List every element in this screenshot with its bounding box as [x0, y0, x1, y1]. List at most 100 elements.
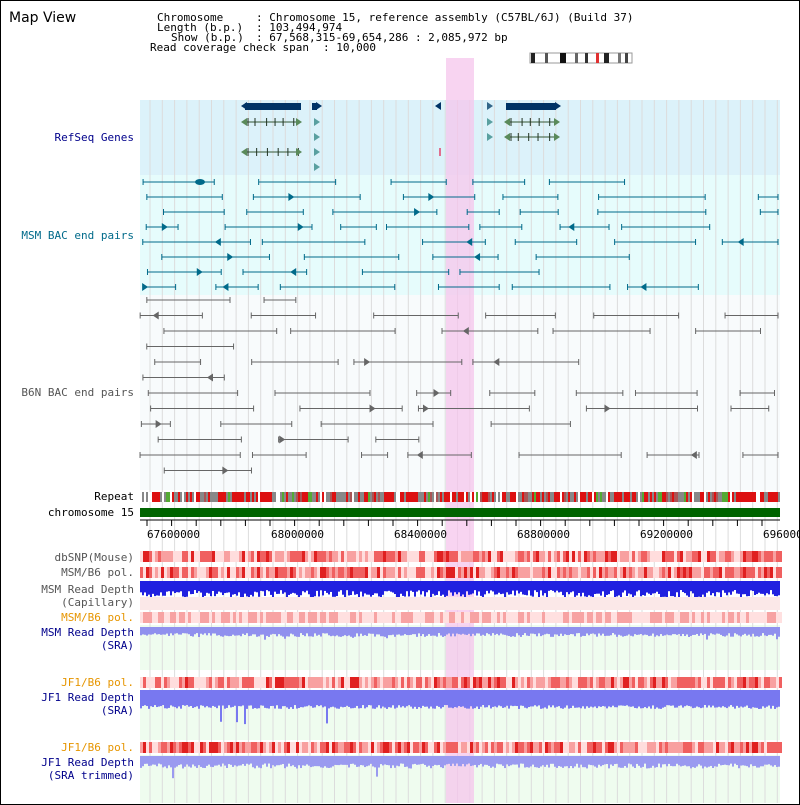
read-depth-bar [364, 690, 366, 709]
read-depth-bar [748, 690, 750, 708]
read-depth-bar [146, 581, 148, 597]
polymorphism-cell [734, 677, 737, 688]
read-depth-bar [438, 581, 440, 592]
track-label-msm-b6-pol-2[interactable]: MSM/B6 pol. [61, 611, 134, 624]
track-label-repeat[interactable]: Repeat [94, 490, 134, 503]
read-depth-bar [372, 690, 374, 709]
read-depth-bar [596, 690, 598, 709]
polymorphism-cell [479, 677, 482, 688]
read-depth-bar [254, 690, 256, 709]
polymorphism-cell [749, 742, 752, 753]
read-depth-bar [638, 756, 640, 766]
track-label-msm-depth-sra[interactable]: MSM Read Depth [41, 626, 134, 639]
polymorphism-cell [242, 551, 245, 562]
polymorphism-cell [269, 612, 272, 623]
polymorphism-cell [689, 677, 692, 688]
read-depth-bar [488, 581, 490, 594]
read-depth-bar [482, 627, 484, 635]
polymorphism-cell [554, 742, 557, 753]
polymorphism-cell [287, 567, 290, 578]
repeat-segment [350, 492, 352, 502]
track-label-b6n-bac[interactable]: B6N BAC end pairs [21, 386, 134, 399]
read-depth-bar [464, 756, 466, 767]
polymorphism-cell [578, 742, 581, 753]
read-depth-bar [322, 581, 324, 596]
polymorphism-cell [572, 551, 575, 562]
polymorphism-cell [572, 677, 575, 688]
track-label-chromosome[interactable]: chromosome 15 [47, 506, 134, 519]
read-depth-bar [598, 756, 600, 765]
read-depth-bar [722, 627, 724, 637]
polymorphism-cell [539, 551, 542, 562]
track-label-msm-bac[interactable]: MSM BAC end pairs [21, 229, 134, 242]
read-depth-bar [142, 581, 144, 596]
read-depth-bar [396, 581, 398, 598]
track-label-msm-depth-capillary[interactable]: MSM Read Depth [41, 583, 134, 596]
read-depth-bar [372, 756, 374, 767]
polymorphism-cell [659, 612, 662, 623]
read-depth-bar [566, 627, 568, 636]
polymorphism-cell [503, 551, 506, 562]
repeat-segment [508, 492, 510, 502]
polymorphism-cell [677, 567, 680, 578]
polymorphism-cell [536, 551, 539, 562]
repeat-segment [402, 492, 404, 502]
read-depth-bar [314, 690, 316, 708]
polymorphism-cell [263, 742, 266, 753]
gene-arrow [314, 118, 320, 126]
bac-end-arrow [161, 223, 168, 231]
read-depth-bar [594, 756, 596, 767]
track-label-jf1-depth-trimmed[interactable]: JF1 Read Depth [41, 756, 134, 769]
polymorphism-cell [635, 551, 638, 562]
polymorphism-cell [224, 612, 227, 623]
read-depth-bar [394, 581, 396, 595]
read-depth-bar [652, 756, 654, 766]
track-label-jf1-b6-pol-1[interactable]: JF1/B6 pol. [61, 676, 134, 689]
read-depth-bar [302, 756, 304, 766]
read-depth-bar [270, 690, 272, 707]
polymorphism-cell [740, 742, 743, 753]
read-depth-bar [364, 756, 366, 768]
polymorphism-cell [548, 551, 551, 562]
read-depth-bar [778, 690, 780, 707]
track-label-jf1-b6-pol-2[interactable]: JF1/B6 pol. [61, 741, 134, 754]
polymorphism-cell [362, 677, 365, 688]
polymorphism-cell [470, 551, 473, 562]
polymorphism-cell [386, 677, 389, 688]
read-depth-bar [654, 690, 656, 709]
polymorphism-cell [182, 677, 185, 688]
polymorphism-cell [644, 677, 647, 688]
read-depth-bar [658, 627, 660, 637]
track-label-msm-b6-pol-1[interactable]: MSM/B6 pol. [61, 566, 134, 579]
read-depth-bar [748, 581, 750, 597]
read-depth-bar [182, 690, 184, 706]
read-depth-bar [344, 690, 346, 707]
polymorphism-cell [617, 742, 620, 753]
polymorphism-cell [524, 742, 527, 753]
ideogram [530, 53, 632, 63]
polymorphism-cell [716, 742, 719, 753]
polymorphism-cell [491, 551, 494, 562]
polymorphism-cell [545, 742, 548, 753]
track-label-dbsnp[interactable]: dbSNP(Mouse) [54, 551, 134, 564]
read-depth-bar [206, 690, 208, 707]
read-depth-bar [374, 627, 376, 637]
gene-block [506, 103, 556, 110]
polymorphism-cell [560, 742, 563, 753]
polymorphism-cell [512, 677, 515, 688]
polymorphism-cell [197, 612, 200, 623]
read-depth-bar [582, 627, 584, 636]
polymorphism-cell [323, 677, 326, 688]
read-depth-bar [408, 756, 410, 769]
track-label-refseq[interactable]: RefSeq Genes [54, 131, 134, 144]
polymorphism-cell [455, 742, 458, 753]
track-label-jf1-depth-sra[interactable]: JF1 Read Depth [41, 691, 134, 704]
read-depth-bar [554, 581, 556, 593]
polymorphism-cell [164, 742, 167, 753]
repeat-segment [268, 492, 270, 502]
repeat-segment [176, 492, 178, 502]
polymorphism-cell [611, 677, 614, 688]
read-depth-bar [468, 690, 470, 709]
read-depth-bar [622, 756, 624, 768]
polymorphism-cell [269, 742, 272, 753]
